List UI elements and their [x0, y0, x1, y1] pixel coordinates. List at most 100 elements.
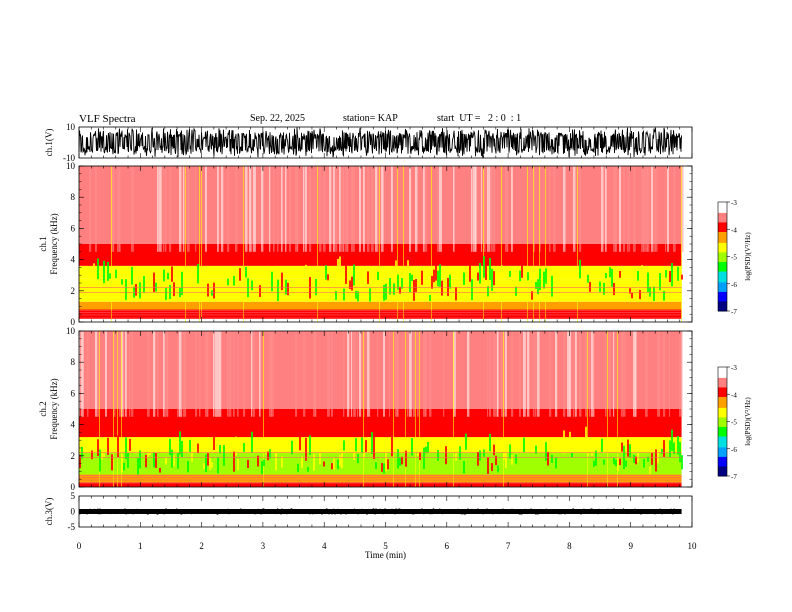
spec-patch	[115, 269, 117, 279]
spec-patch	[131, 267, 133, 285]
spec-patch	[239, 268, 241, 281]
spec-streak	[659, 331, 661, 417]
spec-streak	[179, 331, 182, 417]
spec-ylabel-channel: ch.2	[38, 401, 48, 416]
colorbar-swatch	[718, 306, 727, 309]
colorbar-swatch	[718, 448, 727, 451]
spec-streak	[259, 331, 261, 417]
spec-streak	[245, 166, 248, 252]
spec-emission	[121, 331, 122, 487]
colorbar-swatch	[718, 402, 727, 405]
spec-patch	[671, 263, 673, 287]
colorbar-swatch	[718, 234, 727, 237]
colorbar-swatch	[718, 298, 727, 301]
spec-patch	[177, 452, 179, 469]
spec-patch	[187, 461, 189, 473]
spec-patch	[91, 450, 93, 460]
spec-streak	[487, 166, 489, 252]
colorbar-swatch	[718, 287, 727, 290]
spec-streak	[591, 331, 594, 417]
colorbar-swatch	[718, 440, 727, 443]
spec-streak	[503, 331, 506, 417]
spec-streak	[111, 166, 114, 252]
colorbar-swatch	[718, 414, 727, 417]
colorbar-swatch	[718, 387, 727, 390]
spec-patch	[501, 265, 503, 279]
colorbar-swatch	[718, 230, 727, 233]
date-label: Sep. 22, 2025	[250, 113, 305, 124]
ch3-waveform-panel: 5 0 -5 ch.3(V)	[44, 491, 693, 532]
spec-patch	[117, 435, 119, 458]
spec-patch	[481, 274, 483, 281]
spec-streak	[391, 166, 393, 252]
spec-patch	[531, 291, 533, 300]
colorbar-swatch	[718, 226, 727, 229]
ch1-signal-line	[78, 127, 682, 158]
spec-patch	[599, 281, 601, 293]
spec-streak	[195, 331, 198, 417]
spec-patch	[379, 284, 381, 301]
x-tick-label: 9	[628, 541, 633, 551]
spec-emission	[431, 166, 432, 322]
colorbar-swatch	[718, 451, 727, 454]
spec-patch	[487, 457, 489, 475]
spec-patch	[569, 431, 571, 450]
colorbar-swatch	[718, 283, 727, 286]
spec-streak	[335, 166, 338, 252]
spec-streak	[585, 331, 587, 417]
spec-patch	[491, 462, 493, 472]
spec-patch	[553, 266, 555, 289]
colorbar-swatch	[718, 411, 727, 414]
colorbar-swatch	[718, 463, 727, 466]
spec-patch	[633, 270, 635, 278]
colorbar-swatch	[718, 380, 727, 383]
colorbar-swatch	[718, 424, 727, 427]
colorbar-swatch	[718, 376, 727, 379]
colorbar-tick-label: -4	[731, 391, 737, 399]
spec-patch	[383, 285, 385, 301]
spec-streak	[563, 166, 566, 252]
spec-patch	[401, 456, 403, 465]
spec-patch	[479, 450, 481, 461]
colorbar-swatch	[718, 293, 727, 296]
colorbar-swatch	[718, 264, 727, 267]
colorbar-swatch	[718, 296, 727, 298]
spec-ytick-label: 10	[66, 326, 76, 336]
spec-patch	[247, 459, 249, 469]
colorbar-swatch	[718, 458, 727, 461]
spec-streak	[397, 331, 399, 417]
spec-emission	[607, 331, 608, 487]
spec-streak	[345, 166, 348, 252]
spec-streak	[253, 166, 256, 252]
colorbar-swatch	[718, 225, 727, 228]
spec-patch	[207, 283, 209, 297]
colorbar-tick-label: -3	[731, 364, 737, 372]
colorbar-swatch	[718, 304, 727, 307]
spec-patch	[245, 266, 247, 278]
spec-patch	[269, 449, 271, 459]
spec-patch	[401, 277, 403, 289]
colorbar-swatch	[718, 256, 727, 259]
spec-streak	[497, 331, 499, 417]
spec-emission	[681, 166, 682, 322]
spec-streak	[623, 331, 626, 417]
spec-streak	[471, 166, 473, 252]
colorbar-swatch	[718, 443, 727, 446]
spec-patch	[651, 452, 653, 465]
colorbar-swatch	[718, 433, 727, 436]
colorbar-swatch	[718, 417, 727, 420]
colorbar-swatch	[718, 248, 727, 251]
spec-streak	[249, 166, 252, 252]
spec-emission	[263, 331, 264, 487]
colorbar-swatch	[718, 227, 727, 230]
spec-patch	[649, 286, 651, 297]
spec-patch	[291, 440, 293, 455]
spec-patch	[333, 458, 335, 470]
spec-patch	[365, 440, 367, 452]
spec-patch	[233, 451, 235, 472]
colorbar-swatch	[718, 379, 727, 382]
spec-ytick-label: 0	[71, 317, 76, 327]
spec-streak	[613, 166, 616, 252]
spec-streak	[645, 166, 648, 252]
spec-patch	[179, 431, 181, 455]
